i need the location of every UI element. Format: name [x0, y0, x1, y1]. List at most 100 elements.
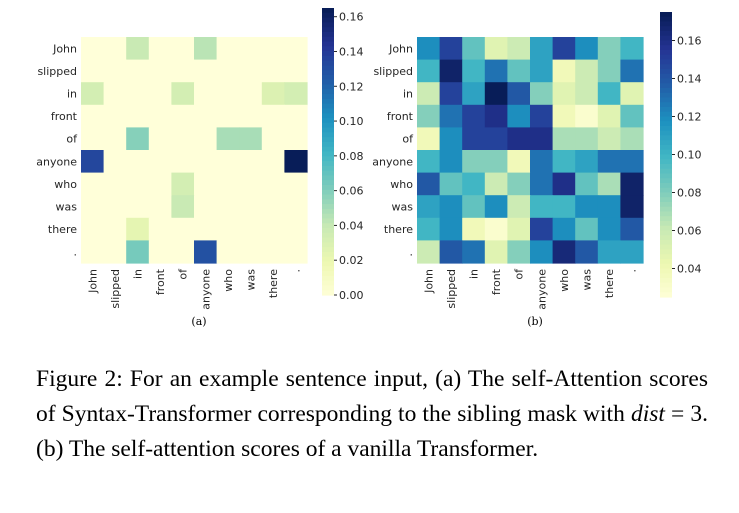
x-tick-label: slipped [445, 269, 458, 309]
heatmap-cell [530, 195, 554, 219]
heatmap-cell [171, 217, 195, 241]
heatmap-cell [507, 150, 531, 174]
heatmap-cell [507, 59, 531, 83]
y-tick-label: who [390, 178, 413, 191]
colorbar-segment [660, 273, 672, 279]
y-tick-label: of [402, 133, 414, 146]
heatmap-cell [239, 195, 263, 219]
colorbar-segment [322, 199, 334, 205]
colorbar-segment [322, 223, 334, 229]
colorbar-segment [322, 261, 334, 267]
heatmap-cell [239, 127, 263, 151]
heatmap-cell [417, 217, 441, 241]
colorbar-tick-label: 0.14 [339, 45, 364, 58]
y-tick-label: front [51, 110, 78, 123]
colorbar-segment [322, 256, 334, 263]
heatmap-cell [126, 127, 150, 151]
heatmap-cell [261, 172, 285, 196]
x-tick-label: in [468, 269, 481, 279]
heatmap-cell [462, 104, 486, 128]
colorbar-segment [322, 165, 334, 172]
heatmap-cell [103, 127, 127, 151]
y-tick-label: anyone [372, 155, 413, 168]
heatmap-cell [530, 150, 554, 174]
heatmap-cell [171, 195, 195, 219]
colorbar-segment [660, 173, 672, 179]
colorbar-segment [322, 141, 334, 148]
colorbar-segment [322, 228, 334, 234]
y-tick-label: John [52, 42, 77, 55]
heatmap-cell [462, 127, 486, 151]
heatmap-cell [507, 104, 531, 128]
colorbar-segment [660, 282, 672, 289]
heatmap-cell [261, 127, 285, 151]
heatmap-cell [484, 37, 508, 61]
colorbar-segment [322, 232, 334, 239]
heatmap-cell [462, 150, 486, 174]
colorbar-segment [660, 206, 672, 213]
heatmap-cell [239, 82, 263, 106]
colorbar-segment [322, 31, 334, 38]
heatmap-cell [552, 59, 576, 83]
heatmap-cell [552, 104, 576, 128]
colorbar-segment [660, 83, 672, 89]
colorbar-segment [660, 135, 672, 141]
y-tick-label: in [67, 88, 77, 101]
heatmap-cell [439, 104, 463, 128]
caption-text-a: For an example sentence input, (a) The s… [36, 366, 708, 427]
colorbar-segment [660, 216, 672, 222]
colorbar-segment [322, 46, 334, 52]
heatmap-cell [439, 172, 463, 196]
colorbar-segment [660, 12, 672, 18]
x-tick-label: of [177, 268, 190, 280]
colorbar-segment [322, 70, 334, 76]
heatmap-cell [507, 172, 531, 196]
colorbar-segment [660, 164, 672, 170]
heatmap-cell [575, 172, 599, 196]
heatmap-cell [575, 127, 599, 151]
colorbar-segment [322, 247, 334, 253]
heatmap-cell [126, 82, 150, 106]
heatmap-cell [126, 195, 150, 219]
heatmap-cell [81, 127, 105, 151]
heatmap-cell [171, 37, 195, 61]
heatmap-cell [194, 217, 218, 241]
heatmap-cell [148, 59, 172, 83]
colorbar-segment [660, 21, 672, 27]
heatmap-cell [194, 172, 218, 196]
colorbar-tick-label: 0.16 [677, 35, 702, 48]
y-tick-label: who [54, 178, 77, 191]
heatmap-cell [239, 59, 263, 83]
heatmap-cell [620, 172, 644, 196]
x-tick-label: there [603, 269, 616, 298]
heatmap-cell [216, 217, 240, 241]
colorbar-segment [322, 55, 334, 62]
y-tick-label: there [384, 223, 413, 236]
heatmap-cell [597, 217, 621, 241]
x-tick-label: . [626, 269, 639, 273]
colorbar-segment [322, 218, 334, 224]
heatmap-cell [575, 82, 599, 106]
heatmap-cell [620, 240, 644, 264]
heatmap-cell [530, 127, 554, 151]
colorbar-segment [322, 108, 334, 114]
heatmap-cell [462, 195, 486, 219]
heatmap-cell [194, 37, 218, 61]
colorbar-segment [660, 187, 672, 194]
colorbar-segment [660, 145, 672, 151]
colorbar-segment [322, 122, 334, 129]
heatmap-cell [552, 150, 576, 174]
colorbar-segment [322, 8, 334, 14]
colorbar-segment [660, 130, 672, 137]
heatmap-cell [439, 217, 463, 241]
heatmap-cell [284, 127, 308, 151]
colorbar-segment [660, 249, 672, 255]
heatmap-cell [439, 150, 463, 174]
colorbar-tick-label: 0.12 [677, 111, 702, 124]
heatmap-cell [575, 150, 599, 174]
colorbar-segment [660, 50, 672, 56]
colorbar-tick-label: 0.14 [677, 73, 702, 86]
figure: JohnJohnslippedslippedininfrontfrontofof… [36, 8, 702, 328]
y-tick-label: slipped [373, 65, 413, 78]
heatmap-cell [484, 150, 508, 174]
